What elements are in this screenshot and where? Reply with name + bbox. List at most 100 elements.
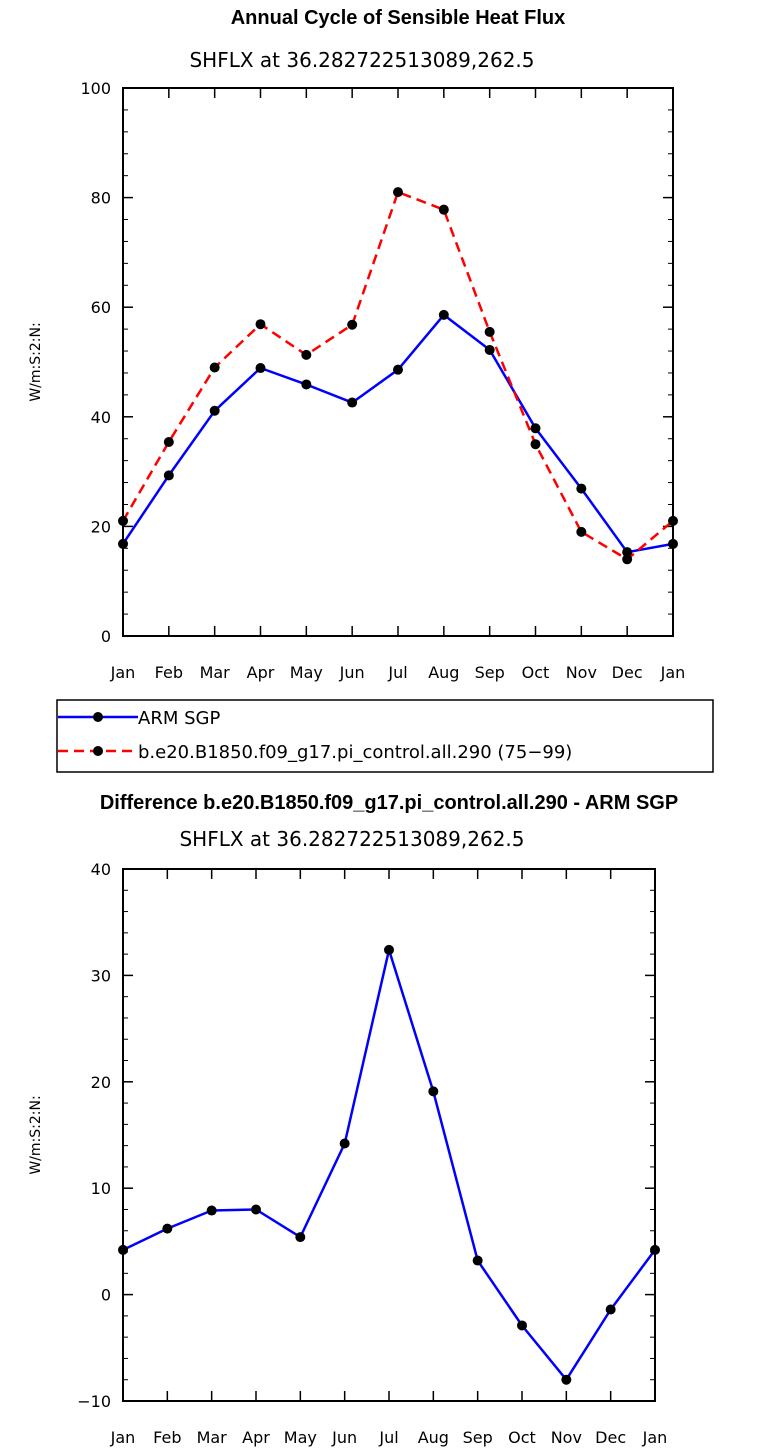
data-point-0-0	[255, 363, 266, 374]
y-tick-label: −10	[77, 1392, 111, 1411]
y-tick-label: 0	[101, 627, 111, 646]
data-point-1-0	[251, 1204, 261, 1215]
data-point-0-0	[209, 405, 220, 416]
x-tick-label: Feb	[153, 1428, 181, 1447]
data-point-1-0	[517, 1320, 527, 1331]
top-chart: Annual Cycle of Sensible Heat Flux SHFLX…	[28, 7, 714, 773]
y-tick-label: 80	[91, 189, 111, 208]
data-point-1-0	[118, 1244, 128, 1255]
bottom-chart-title: Difference b.e20.B1850.f09_g17.pi_contro…	[100, 792, 678, 814]
data-point-1-0	[561, 1374, 572, 1385]
data-point-0-0	[347, 397, 358, 408]
x-tick-label: Jan	[642, 1428, 668, 1447]
legend-box	[56, 699, 714, 773]
data-point-1-0	[472, 1255, 483, 1266]
top-y-tick-labels: 0 20 40 60 80 100	[80, 79, 111, 646]
data-point-0-0	[118, 538, 128, 549]
y-tick-label: 60	[91, 298, 111, 317]
top-chart-subtitle: SHFLX at 36.282722513089,262.5	[189, 48, 534, 72]
bottom-y-axis-label: W/m:S:2:N:	[28, 1095, 44, 1174]
x-tick-label: Apr	[242, 1428, 270, 1447]
data-point-0-0	[438, 309, 449, 320]
x-tick-label: Jul	[378, 1428, 398, 1447]
legend: ARM SGP b.e20.B1850.f09_g17.pi_control.a…	[56, 699, 714, 773]
legend-marker-arm-sgp	[93, 712, 103, 722]
data-point-0-1	[530, 439, 541, 450]
x-tick-label: Jan	[110, 1428, 136, 1447]
x-tick-label: Nov	[551, 1428, 582, 1447]
data-point-0-0	[163, 470, 174, 481]
y-tick-label: 20	[91, 517, 111, 536]
top-chart-title: Annual Cycle of Sensible Heat Flux	[231, 7, 566, 29]
data-point-0-0	[530, 423, 541, 434]
legend-marker-model	[93, 746, 103, 756]
top-plot-frame	[122, 87, 674, 637]
data-point-1-0	[206, 1205, 217, 1216]
y-tick-label: 40	[91, 860, 111, 879]
top-y-axis-label: W/m:S:2:N:	[28, 322, 44, 401]
data-point-1-0	[650, 1244, 660, 1255]
x-tick-label: May	[284, 1428, 317, 1447]
x-tick-label: Jun	[339, 663, 365, 682]
y-tick-label: 30	[91, 966, 111, 985]
data-point-1-0	[339, 1138, 350, 1149]
data-point-0-1	[622, 554, 633, 565]
bottom-y-tick-labels: −10 0 10 20 30 40	[77, 860, 111, 1411]
bottom-chart: Difference b.e20.B1850.f09_g17.pi_contro…	[28, 792, 678, 1447]
data-point-0-1	[668, 515, 678, 526]
x-tick-label: Mar	[200, 663, 231, 682]
data-point-0-1	[484, 326, 495, 337]
data-point-0-1	[163, 437, 174, 448]
data-point-0-0	[622, 547, 633, 558]
data-point-0-0	[301, 379, 312, 390]
data-point-1-0	[384, 944, 394, 955]
x-tick-label: Dec	[595, 1428, 626, 1447]
top-series-group	[118, 187, 678, 565]
data-point-1-0	[428, 1086, 439, 1097]
x-tick-label: Oct	[522, 663, 550, 682]
y-tick-label: 0	[101, 1286, 111, 1305]
x-tick-label: Oct	[508, 1428, 536, 1447]
data-point-0-1	[576, 526, 587, 537]
y-tick-label: 40	[91, 408, 111, 427]
x-tick-label: Sep	[475, 663, 505, 682]
x-tick-label: Jul	[387, 663, 407, 682]
data-point-0-0	[576, 483, 587, 494]
data-point-0-0	[393, 364, 403, 375]
x-tick-label: Sep	[463, 1428, 493, 1447]
bottom-x-tick-labels: Jan Feb Mar Apr May Jun Jul Aug Sep Oct Nov Dec Jan	[110, 1428, 668, 1447]
data-point-1-0	[295, 1232, 306, 1243]
y-tick-label: 20	[91, 1073, 111, 1092]
data-point-0-1	[438, 204, 449, 215]
legend-label-model: b.e20.B1850.f09_g17.pi_control.all.290 (…	[138, 742, 572, 763]
data-point-1-0	[605, 1304, 616, 1315]
series-line-0-0	[121, 313, 674, 554]
x-tick-label: Jun	[331, 1428, 357, 1447]
x-tick-label: Feb	[155, 663, 183, 682]
top-x-tick-labels: Jan Feb Mar Apr May Jun Jul Aug Sep Oct Nov Dec Jan	[110, 663, 686, 682]
bottom-chart-subtitle: SHFLX at 36.282722513089,262.5	[179, 827, 524, 851]
x-tick-label: Aug	[428, 663, 459, 682]
series-line-0-1	[121, 190, 674, 561]
y-tick-label: 100	[80, 79, 111, 98]
data-point-0-1	[118, 515, 128, 526]
data-point-1-0	[162, 1223, 173, 1234]
x-tick-label: Mar	[197, 1428, 228, 1447]
data-point-0-0	[668, 538, 678, 549]
y-tick-label: 10	[91, 1179, 111, 1198]
data-point-0-1	[347, 319, 358, 330]
x-tick-label: Jan	[660, 663, 686, 682]
data-point-0-1	[255, 319, 266, 330]
x-tick-label: Dec	[612, 663, 643, 682]
x-tick-label: May	[290, 663, 323, 682]
x-tick-label: Apr	[247, 663, 275, 682]
data-point-0-1	[301, 349, 312, 360]
x-tick-label: Nov	[566, 663, 597, 682]
bottom-axis-ticks	[122, 868, 656, 1402]
top-axis-ticks	[122, 87, 674, 637]
x-tick-label: Jan	[110, 663, 136, 682]
legend-label-arm-sgp: ARM SGP	[138, 708, 220, 729]
bottom-series-group	[118, 944, 660, 1385]
data-point-0-0	[484, 344, 495, 355]
